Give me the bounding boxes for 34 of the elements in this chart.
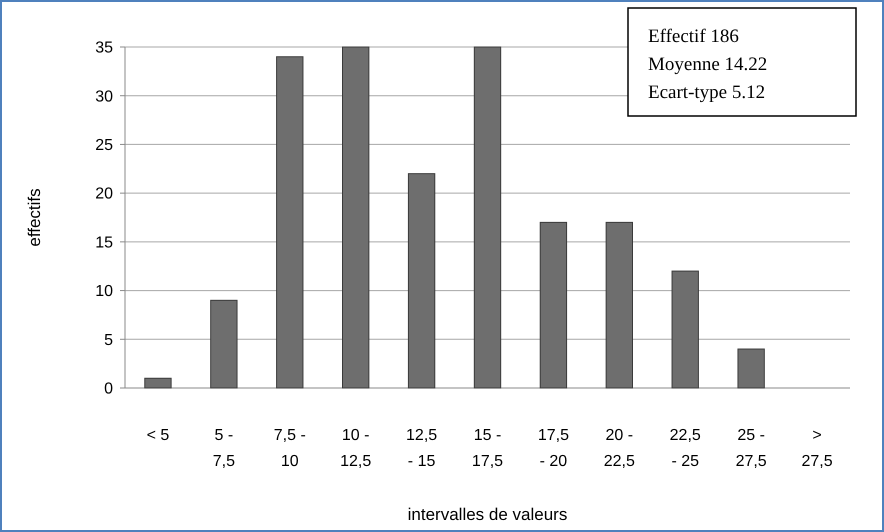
annotation: Ecart-type 5.12 bbox=[648, 82, 766, 103]
y-tick-label: 5 bbox=[104, 332, 114, 349]
x-tick-label: 10 - 12,5 bbox=[340, 427, 372, 470]
bar bbox=[144, 378, 172, 388]
bar bbox=[408, 173, 436, 388]
bar bbox=[672, 270, 699, 388]
bar bbox=[210, 300, 238, 388]
y-tick-label: 30 bbox=[95, 88, 114, 106]
bar bbox=[606, 222, 633, 388]
y-tick-label: 20 bbox=[95, 186, 114, 203]
x-tick-label: < 5 bbox=[146, 427, 170, 444]
bar bbox=[737, 348, 765, 388]
annotation: Moyenne 14.22 bbox=[648, 54, 768, 75]
x-tick-label: 12,5 - 15 bbox=[406, 427, 438, 470]
x-tick-label: 15 - 17,5 bbox=[472, 427, 504, 470]
y-tick-label: 15 bbox=[95, 234, 114, 252]
x-axis-title: intervalles de valeurs bbox=[408, 505, 568, 524]
x-tick-label: 7,5 - 10 bbox=[274, 427, 306, 470]
y-tick-label: 0 bbox=[104, 380, 114, 398]
x-tick-label: 17,5 - 20 bbox=[538, 427, 570, 470]
x-tick-label: > 27,5 bbox=[801, 427, 833, 470]
x-tick-label: 25 - 27,5 bbox=[736, 427, 767, 470]
y-axis-title: effectifs bbox=[25, 188, 44, 247]
x-tick-label: 22,5 - 25 bbox=[670, 427, 701, 470]
y-tick-label: 10 bbox=[95, 283, 114, 300]
y-tick-label: 25 bbox=[95, 137, 114, 154]
bar bbox=[342, 46, 370, 388]
x-tick-label: 5 - 7,5 bbox=[212, 427, 236, 470]
bar bbox=[474, 46, 502, 388]
y-tick-label: 35 bbox=[95, 40, 114, 57]
bar bbox=[540, 222, 568, 388]
bar bbox=[276, 56, 304, 388]
x-tick-label: 20 - 22,5 bbox=[604, 427, 635, 470]
text: Effectif 186 bbox=[648, 26, 739, 47]
